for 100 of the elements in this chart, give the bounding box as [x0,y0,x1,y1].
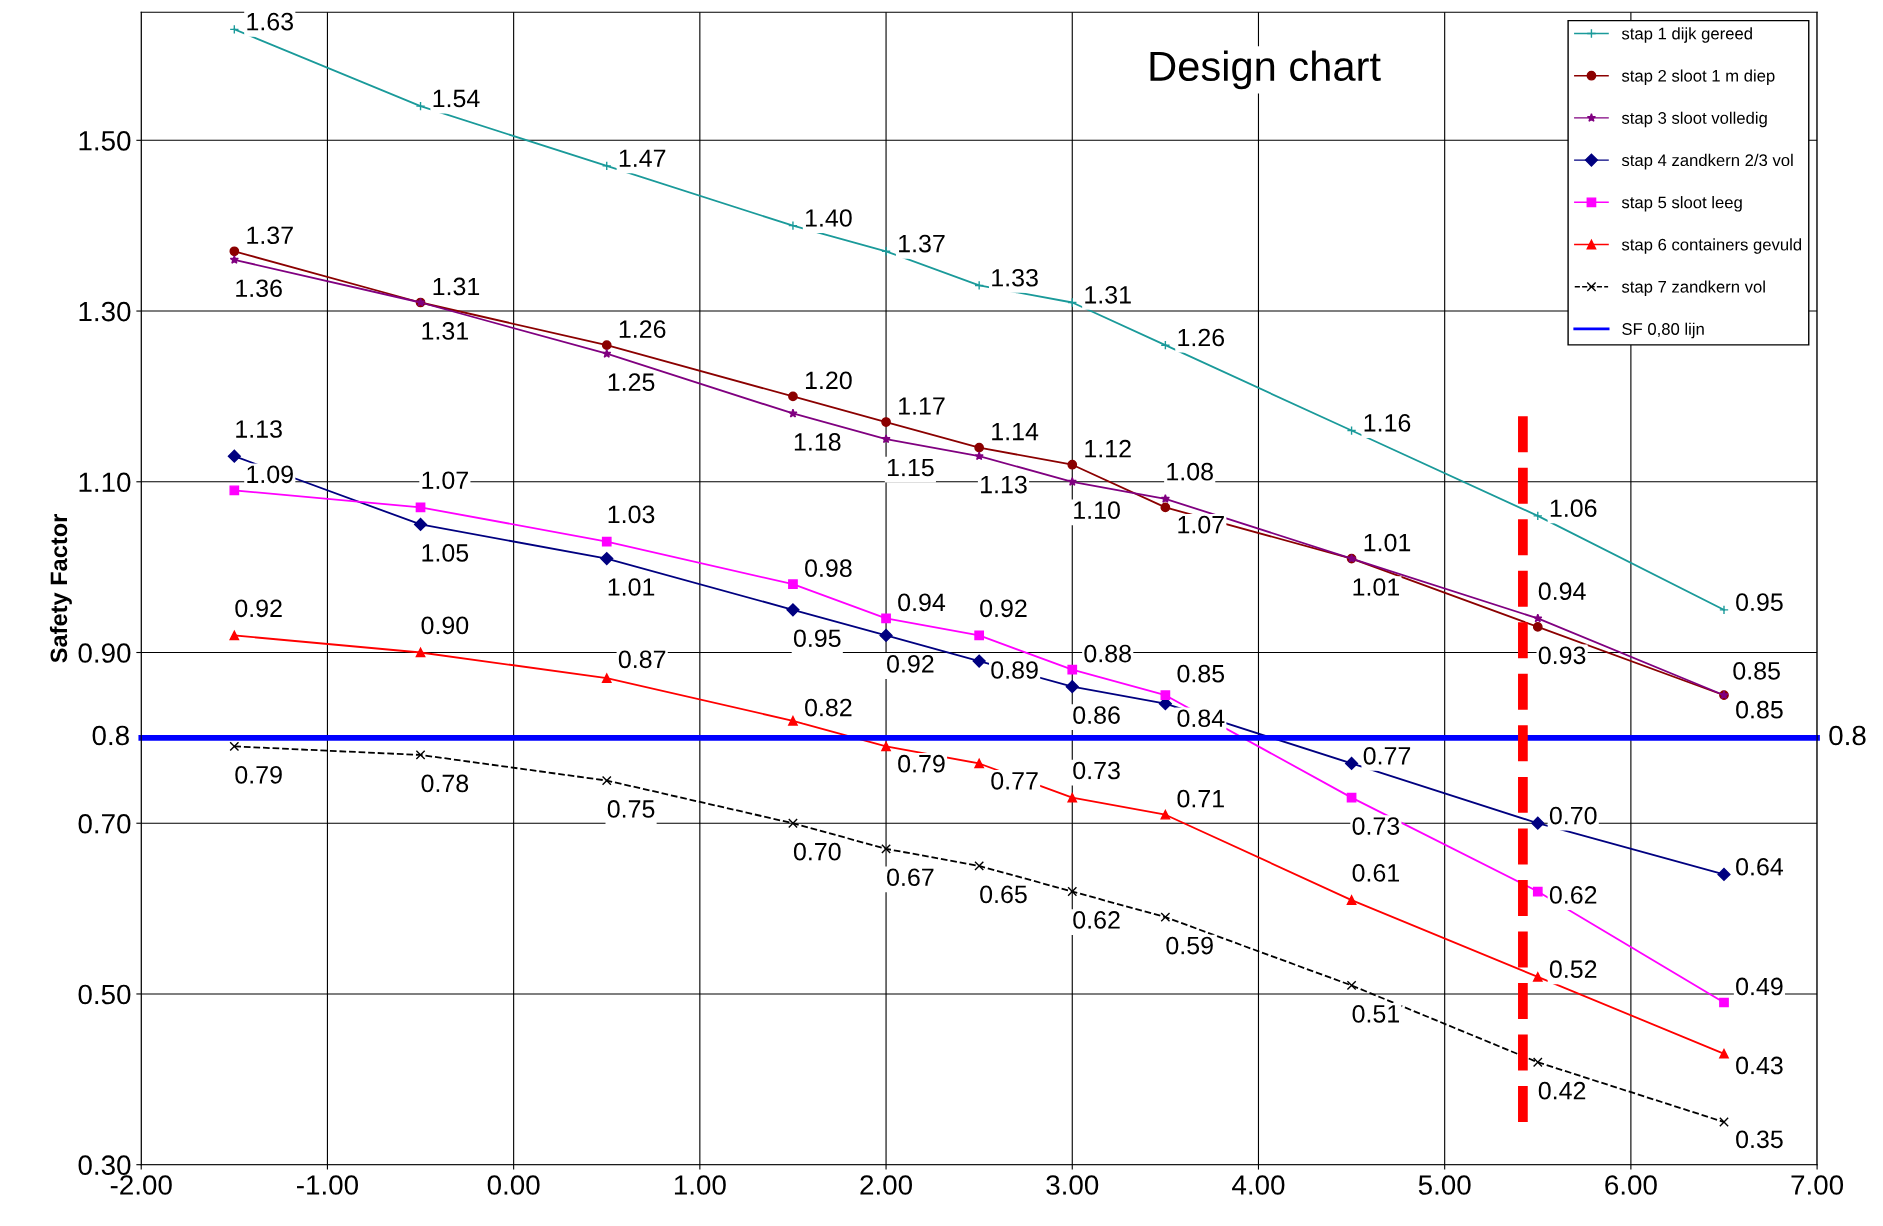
data-label: 0.70 [1549,806,1597,825]
data-label: 1.63 [247,12,293,31]
data-label: 0.85 [1177,664,1225,683]
data-label: 0.64 [1736,857,1784,876]
data-label: 0.65 [980,885,1027,904]
data-label: 0.94 [898,593,946,612]
data-label: 1.31 [433,277,480,296]
data-label: 0.93 [1538,646,1586,665]
data-label: 0.51 [1352,1004,1400,1023]
data-label: 0.79 [235,765,282,784]
data-label: 0.70 [793,842,841,861]
data-label: 1.06 [1550,499,1597,518]
data-label: 0.35 [1736,1130,1783,1149]
x-tick-label: 0.00 [487,1175,540,1195]
data-label: 1.20 [805,371,852,390]
data-label: 1.07 [422,471,468,490]
data-label: 0.95 [1736,593,1783,611]
text: Design chart [1150,50,1381,90]
data-label: 0.78 [421,774,469,793]
data-label: 0.52 [1549,960,1597,979]
data-label: 1.26 [1178,328,1225,347]
data-label: 1.54 [433,89,480,108]
data-label: 1.15 [887,458,934,477]
data-label: 1.17 [899,397,945,415]
data-label: 1.33 [992,268,1038,287]
data-label: 1.25 [608,373,655,391]
data-label: 1.03 [608,505,655,524]
data-label: 1.16 [1364,414,1411,432]
data-label: 1.13 [236,420,282,438]
data-label: 1.40 [805,209,852,227]
data-label: 0.95 [793,629,841,648]
data-label: 0.75 [607,800,655,818]
data-label: 0.77 [991,771,1038,790]
data-label: 0.85 [1733,661,1780,680]
data-label: 0.92 [887,654,934,673]
legend-label: SF 0,80 lijn [1622,322,1704,339]
data-label: 1.37 [899,234,945,253]
x-tick-label: 1.00 [674,1175,726,1195]
legend-label: stap 4 zandkern 2/3 vol [1621,153,1793,170]
data-label: 1.05 [422,544,469,562]
data-label: 0.79 [898,754,945,773]
data-label: 0.8 [1829,725,1866,746]
data-label: 0.8 [92,725,129,746]
data-label: 0.49 [1736,977,1783,996]
data-label: 0.77 [1363,746,1411,765]
data-label: 0.61 [1352,864,1400,882]
legend-label: stap 5 sloot leeg [1621,196,1742,212]
data-label: 1.08 [1167,462,1213,481]
data-label: 0.59 [1166,936,1213,955]
data-label: 0.87 [618,650,666,669]
y-axis-title: Safety Factor [49,514,72,663]
y-tick-label: 0.90 [78,643,131,663]
data-label: 0.98 [805,559,852,578]
data-label: 0.90 [421,616,469,635]
data-label: 0.71 [1177,789,1224,808]
data-label: 0.89 [991,661,1038,679]
data-label: 1.01 [608,578,655,596]
data-label: 0.94 [1538,582,1586,601]
data-label: 1.26 [619,320,666,339]
data-label: 1.37 [247,226,293,245]
x-tick-label: 2.00 [860,1175,912,1195]
x-tick-label: 4.00 [1232,1175,1285,1195]
data-label: 0.92 [235,599,282,618]
data-label: 1.13 [981,475,1027,494]
legend-label: stap 2 sloot 1 m diep [1621,69,1775,85]
data-label: 0.85 [1736,700,1783,719]
data-label: 0.62 [1073,911,1120,929]
data-label: 0.42 [1538,1081,1586,1100]
legend-label: stap 1 dijk gereed [1621,27,1752,43]
y-tick-label: 1.10 [79,472,131,493]
data-label: 1.07 [1178,515,1224,534]
legend-label: stap 6 containers gevuld [1621,238,1802,254]
data-label: 1.10 [1074,501,1120,520]
legend-label: stap 3 sloot volledig [1621,111,1767,128]
data-label: 1.01 [1364,533,1411,552]
y-tick-label: 0.30 [78,1155,131,1176]
data-label: 1.14 [992,423,1039,441]
y-tick-label: 0.70 [78,813,131,834]
data-label: 1.01 [1353,578,1400,596]
data-label: 0.73 [1073,761,1120,780]
x-tick-label: 5.00 [1418,1175,1471,1195]
data-label: 0.84 [1177,709,1225,728]
data-label: 1.47 [619,149,666,167]
y-tick-label: 1.30 [79,301,131,322]
data-label: 0.92 [980,599,1027,618]
data-label: 0.88 [1084,644,1131,663]
x-tick-label: 6.00 [1605,1175,1657,1195]
y-tick-label: 1.50 [79,130,131,151]
data-label: 1.31 [422,322,468,340]
legend-label: stap 7 zandkern vol [1621,280,1765,297]
data-label: 0.86 [1073,706,1120,724]
data-label: 1.12 [1085,439,1131,458]
data-label: 1.18 [794,433,841,451]
data-label: 1.36 [236,279,282,298]
data-label: 0.43 [1736,1056,1783,1075]
x-tick-label: 7.00 [1791,1175,1844,1195]
data-label: 1.31 [1085,285,1131,304]
data-label: 0.73 [1352,817,1400,835]
data-label: 0.67 [887,868,934,887]
data-label: 0.62 [1549,886,1597,904]
